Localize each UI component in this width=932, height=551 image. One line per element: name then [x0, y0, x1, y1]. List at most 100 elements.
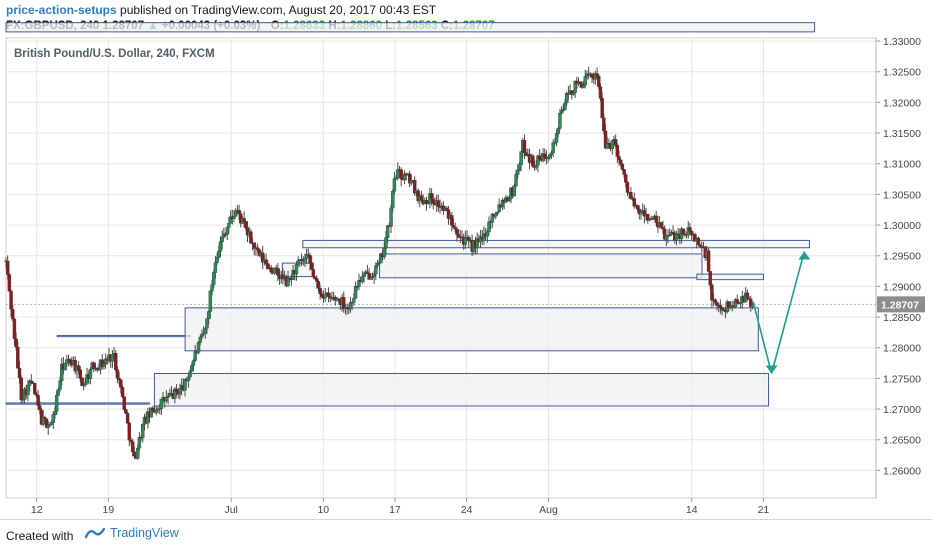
bullish-candle — [88, 367, 93, 385]
brand-label: TradingView — [110, 526, 179, 540]
last-price-tag-bg — [877, 296, 925, 313]
candle-body — [578, 81, 582, 84]
bearish-candle — [73, 356, 77, 375]
candle-body — [68, 359, 72, 364]
bearish-candle — [399, 167, 403, 187]
candle-body — [218, 241, 223, 252]
x-tick-label: Aug — [539, 504, 558, 516]
candle-body — [16, 346, 20, 369]
candle-body — [384, 237, 388, 249]
candle-body — [710, 284, 714, 301]
candle-body — [681, 228, 685, 235]
y-tick-label: 1.26000 — [883, 465, 921, 477]
y-tick-label: 1.30500 — [883, 189, 921, 201]
bullish-candle — [225, 226, 229, 241]
bullish-candle — [159, 398, 164, 416]
candle-body — [227, 223, 231, 228]
bearish-candle — [326, 287, 331, 303]
candle-body — [125, 412, 130, 424]
candle-body — [203, 327, 207, 334]
candle-body — [102, 363, 106, 367]
price-chart[interactable]: 1.33000 1.32500 1.32000 1.31500 1.31000 1.305… — [0, 0, 932, 519]
bullish-candle — [402, 170, 407, 185]
candle-body — [382, 247, 386, 258]
bearish-candle — [261, 245, 265, 270]
y-tick-label: 1.27500 — [883, 373, 921, 385]
bearish-candle — [114, 350, 118, 373]
candle-body — [141, 424, 145, 438]
candle-body — [391, 190, 395, 209]
candle-body — [242, 218, 246, 222]
candle-body — [34, 393, 39, 396]
y-tick-label: 1.31000 — [883, 159, 921, 171]
y-tick-label: 1.26500 — [883, 435, 921, 447]
candle-body — [534, 165, 538, 168]
candle-body — [215, 257, 219, 263]
bearish-candle — [33, 383, 37, 395]
candle-body — [213, 262, 218, 273]
candle-body — [602, 117, 606, 132]
bearish-candle — [646, 213, 650, 224]
y-tick-label: 1.32500 — [883, 67, 921, 79]
candle-body — [38, 405, 42, 411]
y-tick-label: 1.33000 — [883, 36, 921, 48]
bearish-candle — [127, 421, 131, 447]
bearish-candle — [249, 229, 253, 244]
candle-body — [352, 298, 356, 303]
candle-body — [369, 277, 373, 280]
candle-body — [590, 73, 594, 78]
candle-body — [217, 250, 221, 258]
x-tick-label: Jul — [224, 504, 237, 516]
candle-body — [220, 236, 224, 242]
projection-down-line — [752, 301, 773, 374]
bullish-candle — [304, 248, 309, 265]
candle-body — [516, 170, 520, 175]
candle-body — [119, 379, 123, 388]
candle-body — [451, 225, 456, 228]
tradingview-brand[interactable]: TradingView — [84, 526, 179, 540]
bullish-candle — [360, 270, 365, 284]
candle-body — [549, 152, 554, 155]
candle-body — [688, 227, 692, 232]
candle-body — [154, 409, 159, 413]
candle-body — [316, 281, 321, 289]
candle-body — [26, 385, 30, 396]
candle-body — [615, 145, 620, 157]
candle-body — [83, 382, 88, 385]
bearish-candle — [407, 170, 412, 188]
candle-body — [556, 128, 560, 134]
candle-body — [554, 133, 559, 143]
candle-body — [174, 388, 179, 393]
candle-body — [353, 286, 358, 299]
publisher-link[interactable]: price-action-setups — [6, 3, 117, 17]
candle-body — [318, 288, 322, 295]
candle-body — [58, 380, 62, 390]
candle-body — [132, 451, 137, 457]
candle-body — [745, 292, 750, 299]
candle-body — [11, 309, 15, 320]
bullish-candle — [392, 171, 397, 195]
candle-body — [706, 250, 711, 272]
candle-body — [190, 365, 194, 372]
candle-body — [276, 268, 280, 276]
zone-box — [56, 334, 191, 338]
arrow-up-head-icon — [798, 251, 811, 260]
candle-body — [205, 318, 209, 329]
bullish-candle — [500, 198, 505, 211]
candle-body — [12, 318, 17, 339]
candle-body — [654, 215, 658, 223]
candle-body — [696, 237, 701, 245]
y-tick-label: 1.27000 — [883, 404, 921, 416]
y-tick-label: 1.28500 — [883, 312, 921, 324]
candle-body — [14, 338, 18, 348]
candle-body — [178, 388, 182, 395]
candle-body — [186, 376, 191, 382]
candle-body — [436, 200, 441, 207]
candle-body — [200, 333, 204, 338]
candle-body — [225, 227, 229, 235]
bullish-candle — [639, 210, 643, 220]
candle-body — [558, 113, 562, 129]
candle-body — [620, 163, 625, 170]
candle-body — [130, 441, 135, 453]
candle-body — [232, 216, 236, 219]
